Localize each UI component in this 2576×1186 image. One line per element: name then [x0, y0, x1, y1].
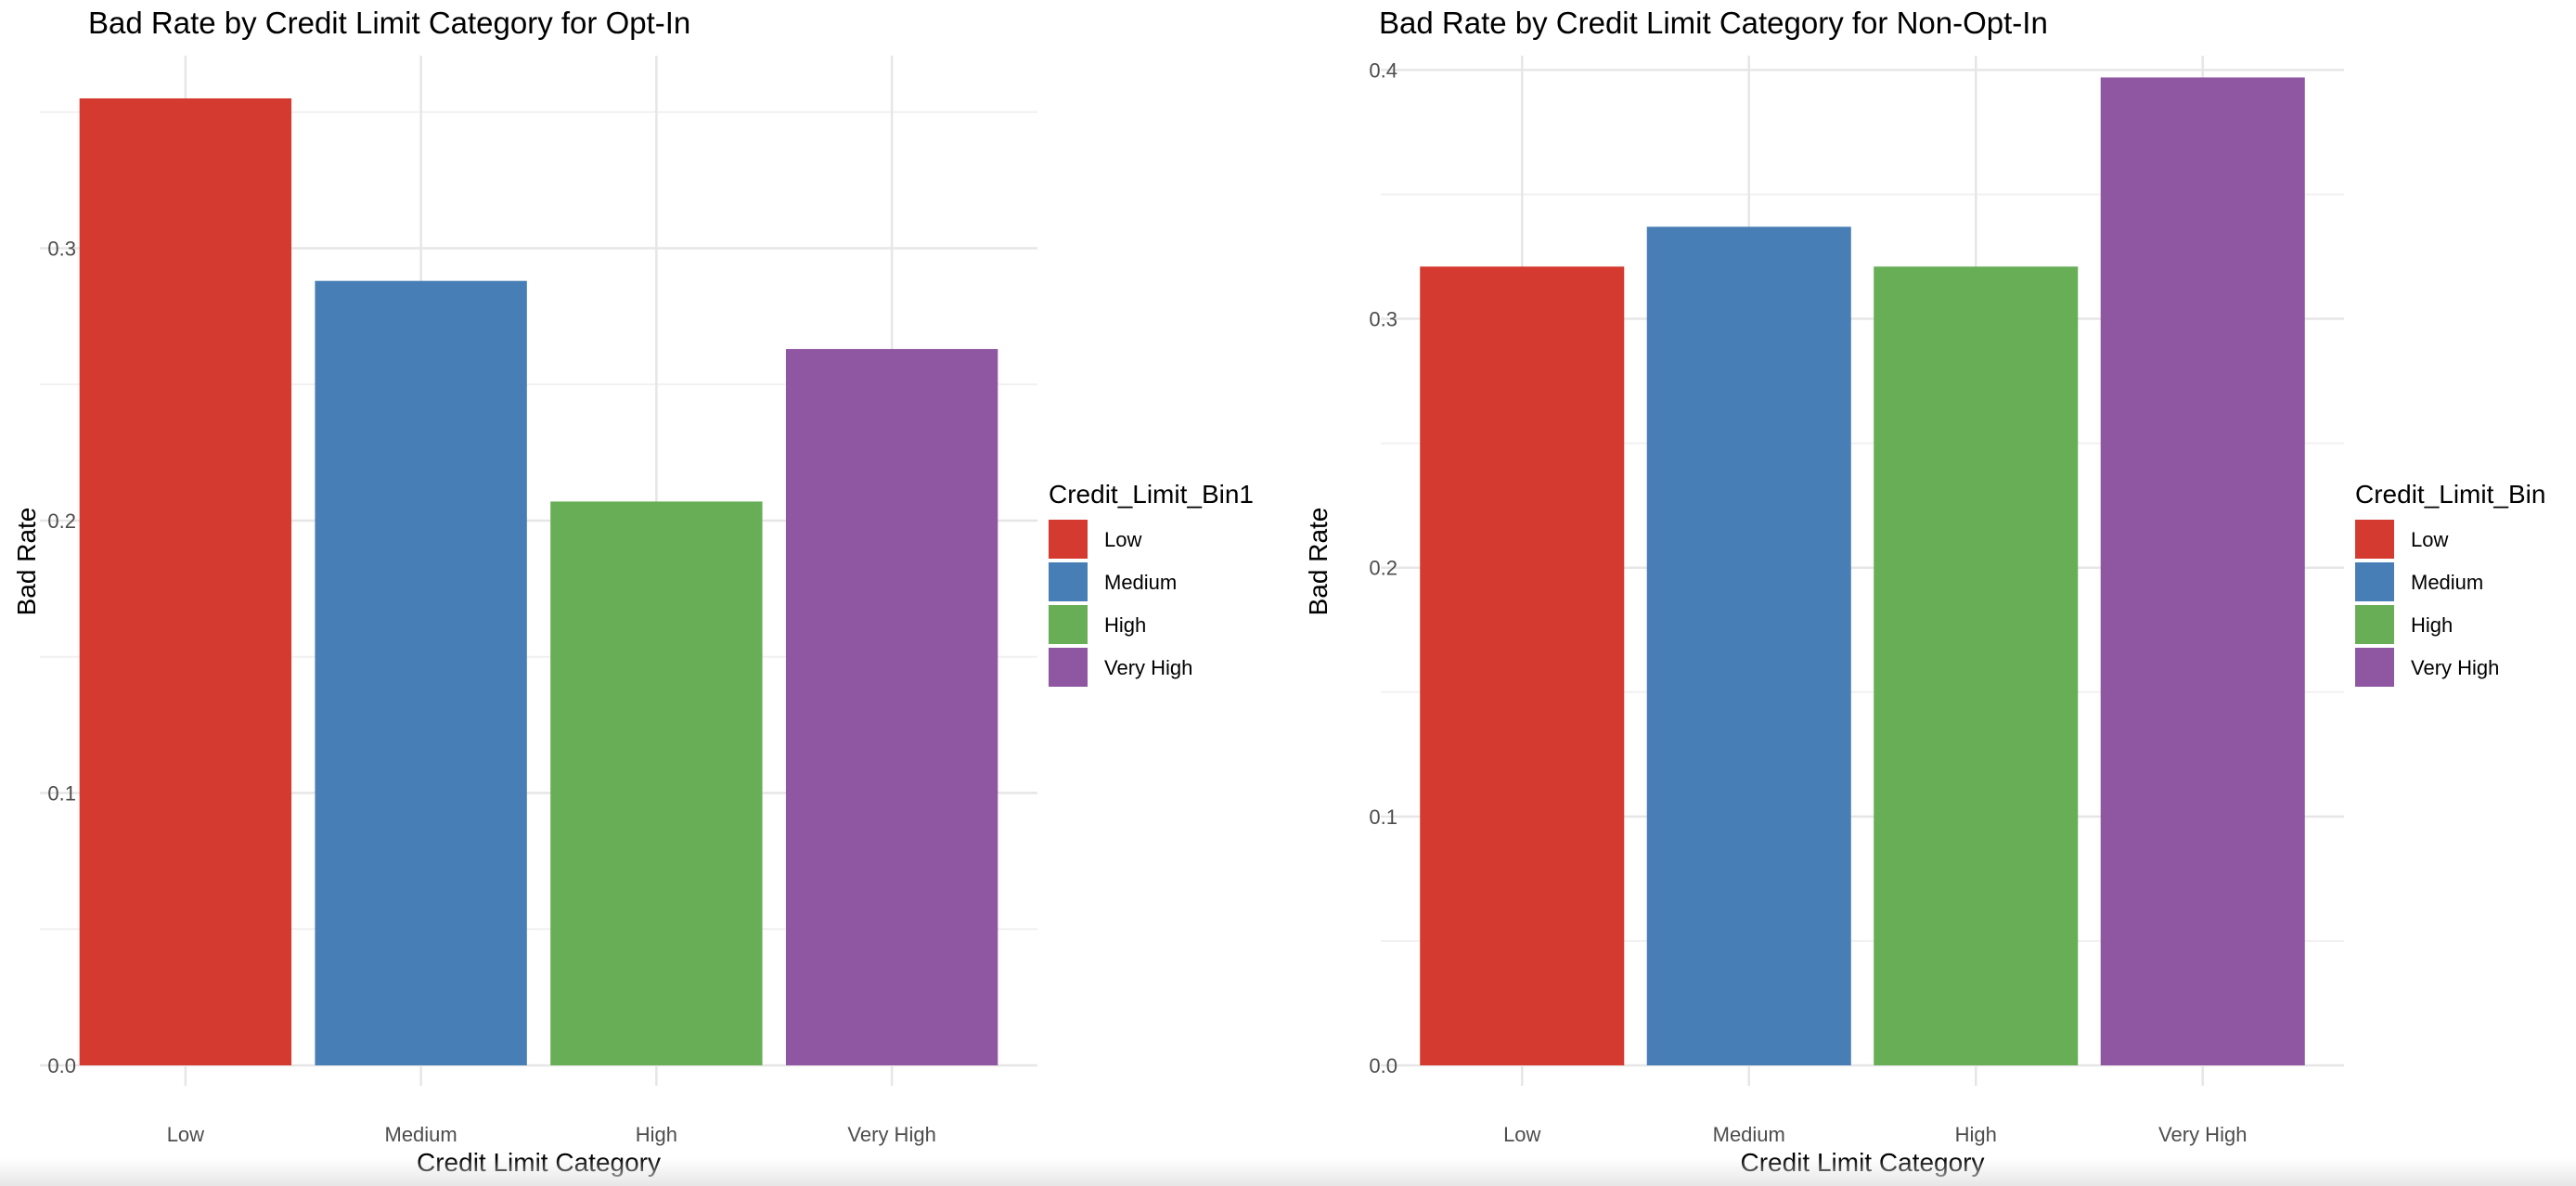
legend-swatch-low: [1049, 520, 1088, 559]
legend-label: High: [2411, 613, 2453, 637]
legend-title: Credit_Limit_Bin: [2355, 480, 2545, 509]
x-tick-label: Very High: [2158, 1123, 2247, 1146]
bar-very-high: [2100, 77, 2305, 1065]
legend-swatch-low: [2355, 520, 2394, 559]
y-tick-label: 0.1: [47, 781, 76, 805]
legend-label: Medium: [1104, 571, 1177, 594]
bar-high: [550, 501, 763, 1065]
y-tick-label: 0.4: [1369, 58, 1397, 82]
legend-swatch-very-high: [1049, 648, 1088, 687]
x-tick-label: Low: [167, 1123, 204, 1146]
chart-title: Bad Rate by Credit Limit Category for Op…: [88, 6, 690, 40]
legend-label: Very High: [2411, 656, 2499, 679]
x-tick-label: Medium: [385, 1123, 457, 1146]
x-tick-label: High: [636, 1123, 677, 1146]
chart-title: Bad Rate by Credit Limit Category for No…: [1379, 6, 2048, 40]
y-tick-label: 0.1: [1369, 806, 1397, 829]
x-tick-label: High: [1955, 1123, 1997, 1146]
bar-high: [1874, 266, 2079, 1065]
bar-very-high: [785, 349, 998, 1065]
y-axis-label: Bad Rate: [1304, 508, 1333, 616]
bar-medium: [315, 280, 527, 1065]
y-tick-label: 0.2: [47, 509, 76, 533]
y-tick-label: 0.0: [1369, 1054, 1397, 1077]
legend-swatch-very-high: [2355, 648, 2394, 687]
y-tick-label: 0.0: [47, 1054, 76, 1077]
legend-swatch-medium: [1049, 562, 1088, 601]
y-tick-label: 0.3: [1369, 308, 1397, 331]
legend-swatch-high: [2355, 605, 2394, 644]
legend-label: Very High: [1104, 656, 1192, 679]
bar-medium: [1646, 226, 1851, 1065]
y-tick-label: 0.3: [47, 237, 76, 260]
legend-swatch-medium: [2355, 562, 2394, 601]
x-tick-label: Medium: [1713, 1123, 1785, 1146]
legend-label: Low: [1104, 528, 1141, 551]
legend-label: Medium: [2411, 571, 2483, 594]
bar-low: [79, 98, 292, 1066]
y-tick-label: 0.2: [1369, 557, 1397, 580]
chart-panel-non-opt-in: 0.0 0.1 0.2 0.3 0.4 Low Medium High Very High Bad…: [1304, 6, 2545, 1177]
legend-title: Credit_Limit_Bin1: [1049, 480, 1254, 509]
x-tick-label: Low: [1503, 1123, 1540, 1146]
y-axis-label: Bad Rate: [12, 508, 41, 616]
x-tick-label: Very High: [847, 1123, 935, 1146]
legend-label: High: [1104, 613, 1146, 637]
legend: Credit_Limit_Bin Low Medium High Very High: [2355, 480, 2545, 687]
bar-low: [1420, 266, 1625, 1065]
legend-label: Low: [2411, 528, 2448, 551]
bottom-shadow: [0, 1158, 2576, 1186]
legend: Credit_Limit_Bin1 Low Medium High Very High: [1049, 480, 1254, 687]
legend-swatch-high: [1049, 605, 1088, 644]
chart-panel-opt-in: 0.0 0.1 0.2 0.3 Low Medium High Very High Bad Ra…: [12, 6, 1254, 1177]
